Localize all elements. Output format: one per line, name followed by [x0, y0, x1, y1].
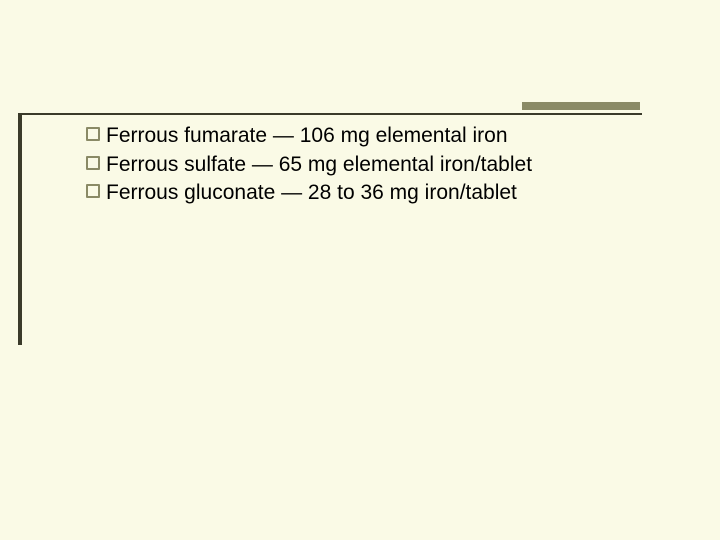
square-bullet-icon	[86, 184, 100, 198]
slide: Ferrous fumarate — 106 mg elemental iron…	[0, 0, 720, 540]
list-item-text: Ferrous fumarate — 106 mg elemental iron	[106, 122, 680, 150]
square-bullet-icon	[86, 127, 100, 141]
list-item-text: Ferrous sulfate — 65 mg elemental iron/t…	[106, 151, 680, 179]
square-bullet-icon	[86, 156, 100, 170]
list-item: Ferrous sulfate — 65 mg elemental iron/t…	[86, 151, 680, 179]
list-item: Ferrous fumarate — 106 mg elemental iron	[86, 122, 680, 150]
accent-bar	[522, 102, 640, 110]
bullet-list: Ferrous fumarate — 106 mg elemental iron…	[86, 122, 680, 208]
list-item-text: Ferrous gluconate — 28 to 36 mg iron/tab…	[106, 179, 680, 207]
left-vertical-bar	[18, 115, 22, 345]
list-item: Ferrous gluconate — 28 to 36 mg iron/tab…	[86, 179, 680, 207]
horizontal-rule	[18, 113, 642, 115]
